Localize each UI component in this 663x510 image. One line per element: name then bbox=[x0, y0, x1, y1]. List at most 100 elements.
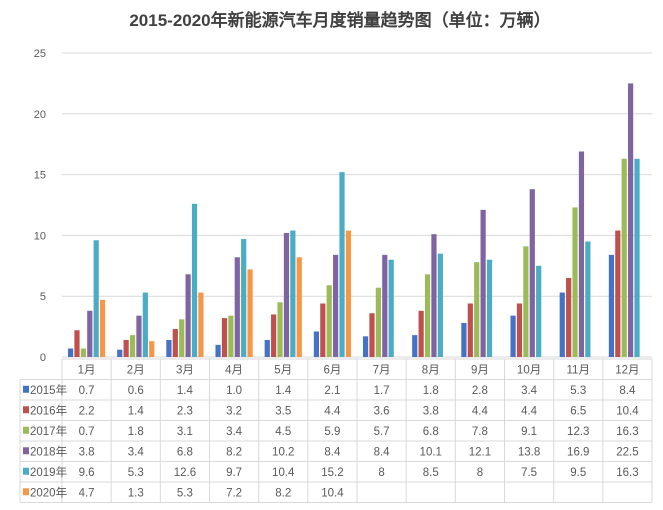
data-label: 8.4 bbox=[374, 446, 391, 458]
data-label: 2.3 bbox=[177, 405, 193, 417]
legend-swatch bbox=[23, 406, 29, 414]
legend-swatch bbox=[23, 467, 29, 475]
bar-2015年-1月 bbox=[67, 348, 74, 357]
x-tick-label: 4月 bbox=[225, 364, 243, 376]
bar-2015年-12月 bbox=[608, 254, 615, 357]
data-label: 3.8 bbox=[79, 446, 95, 458]
bar-2019年-6月 bbox=[339, 172, 345, 357]
bar-2016年-12月 bbox=[615, 230, 621, 357]
data-label: 8.5 bbox=[423, 467, 439, 479]
legend-label: 2020年 bbox=[30, 485, 67, 499]
data-label: 4.4 bbox=[521, 405, 538, 417]
bar-2018年-3月 bbox=[185, 274, 191, 357]
bar-2019年-12月 bbox=[634, 158, 640, 357]
data-label: 15.2 bbox=[321, 467, 343, 479]
data-label: 5.3 bbox=[128, 467, 144, 479]
x-tick-label: 10月 bbox=[517, 364, 541, 376]
data-label: 9.7 bbox=[226, 467, 242, 479]
y-tick-label: 10 bbox=[34, 230, 46, 242]
bar-2019年-5月 bbox=[290, 230, 296, 357]
bar-2016年-6月 bbox=[320, 303, 326, 357]
x-tick-label: 11月 bbox=[567, 364, 590, 376]
bar-2019年-7月 bbox=[388, 259, 394, 357]
data-label: 3.4 bbox=[128, 446, 145, 458]
bar-2018年-2月 bbox=[136, 315, 142, 357]
x-tick-label: 9月 bbox=[471, 364, 489, 376]
data-label: 4.5 bbox=[275, 426, 291, 438]
data-label: 1.8 bbox=[128, 426, 144, 438]
data-label: 13.8 bbox=[518, 446, 540, 458]
data-label: 9.5 bbox=[570, 467, 586, 479]
legend-swatch bbox=[23, 426, 29, 434]
data-label: 8 bbox=[477, 467, 483, 479]
y-tick-label: 5 bbox=[40, 291, 46, 303]
bar-2016年-7月 bbox=[369, 313, 375, 357]
legend-swatch bbox=[23, 447, 29, 455]
data-label: 3.6 bbox=[374, 405, 390, 417]
legend-label: 2016年 bbox=[30, 403, 67, 417]
x-tick-label: 1月 bbox=[78, 364, 96, 376]
bar-2015年-2月 bbox=[117, 349, 123, 357]
y-tick-label: 0 bbox=[40, 352, 46, 364]
bar-2017年-9月 bbox=[474, 262, 480, 357]
bar-2017年-7月 bbox=[375, 287, 381, 357]
data-label: 8.4 bbox=[324, 446, 341, 458]
bar-2019年-3月 bbox=[191, 203, 198, 357]
bar-2015年-6月 bbox=[313, 331, 320, 357]
data-label: 5.3 bbox=[570, 385, 586, 397]
data-label: 1.7 bbox=[374, 385, 390, 397]
data-label: 10.2 bbox=[272, 446, 294, 458]
data-label: 1.0 bbox=[226, 385, 242, 397]
legend-label: 2017年 bbox=[30, 424, 67, 438]
bar-2018年-6月 bbox=[333, 254, 339, 357]
bar-2015年-3月 bbox=[166, 339, 172, 357]
bar-2018年-11月 bbox=[578, 151, 585, 357]
legend-swatch bbox=[23, 488, 29, 496]
data-label: 4.7 bbox=[79, 487, 95, 499]
bar-2018年-7月 bbox=[382, 254, 388, 357]
data-label: 2.2 bbox=[79, 405, 95, 417]
data-label: 1.4 bbox=[128, 405, 145, 417]
bar-2017年-11月 bbox=[572, 207, 578, 357]
data-label: 7.2 bbox=[226, 487, 242, 499]
data-label: 3.1 bbox=[177, 426, 193, 438]
data-label: 5.7 bbox=[374, 426, 390, 438]
data-label: 1.3 bbox=[128, 487, 144, 499]
bar-2016年-9月 bbox=[467, 303, 473, 357]
bar-2015年-11月 bbox=[559, 292, 565, 357]
x-tick-label: 6月 bbox=[323, 364, 341, 376]
data-label: 0.7 bbox=[79, 426, 95, 438]
bar-2020年-5月 bbox=[296, 257, 302, 357]
bar-2020年-4月 bbox=[247, 269, 253, 357]
bar-2017年-3月 bbox=[179, 319, 185, 357]
legend-label: 2015年 bbox=[30, 383, 67, 397]
data-label: 8.2 bbox=[226, 446, 242, 458]
data-label: 16.3 bbox=[616, 426, 638, 438]
bar-2019年-8月 bbox=[437, 253, 443, 357]
bar-2016年-1月 bbox=[74, 330, 80, 357]
bar-2016年-2月 bbox=[123, 339, 129, 357]
bar-2015年-9月 bbox=[461, 322, 467, 357]
y-tick-label: 15 bbox=[34, 170, 46, 182]
x-tick-label: 2月 bbox=[127, 364, 145, 376]
data-label: 10.4 bbox=[616, 405, 639, 417]
bar-2017年-1月 bbox=[80, 348, 86, 357]
bar-2015年-10月 bbox=[510, 315, 516, 357]
data-label: 5.3 bbox=[177, 487, 193, 499]
data-label: 3.5 bbox=[275, 405, 291, 417]
data-label: 8.4 bbox=[619, 385, 636, 397]
bar-2015年-8月 bbox=[412, 335, 418, 357]
data-label: 16.9 bbox=[567, 446, 589, 458]
bar-2018年-5月 bbox=[283, 232, 290, 357]
bar-2015年-5月 bbox=[264, 339, 270, 357]
data-label: 0.6 bbox=[128, 385, 144, 397]
data-label: 2.1 bbox=[324, 385, 340, 397]
data-label: 0.7 bbox=[79, 385, 95, 397]
bar-2020年-3月 bbox=[198, 292, 204, 357]
data-label: 6.5 bbox=[570, 405, 586, 417]
data-label: 10.4 bbox=[272, 467, 295, 479]
bar-2018年-12月 bbox=[628, 83, 634, 358]
data-label: 1.4 bbox=[275, 385, 292, 397]
